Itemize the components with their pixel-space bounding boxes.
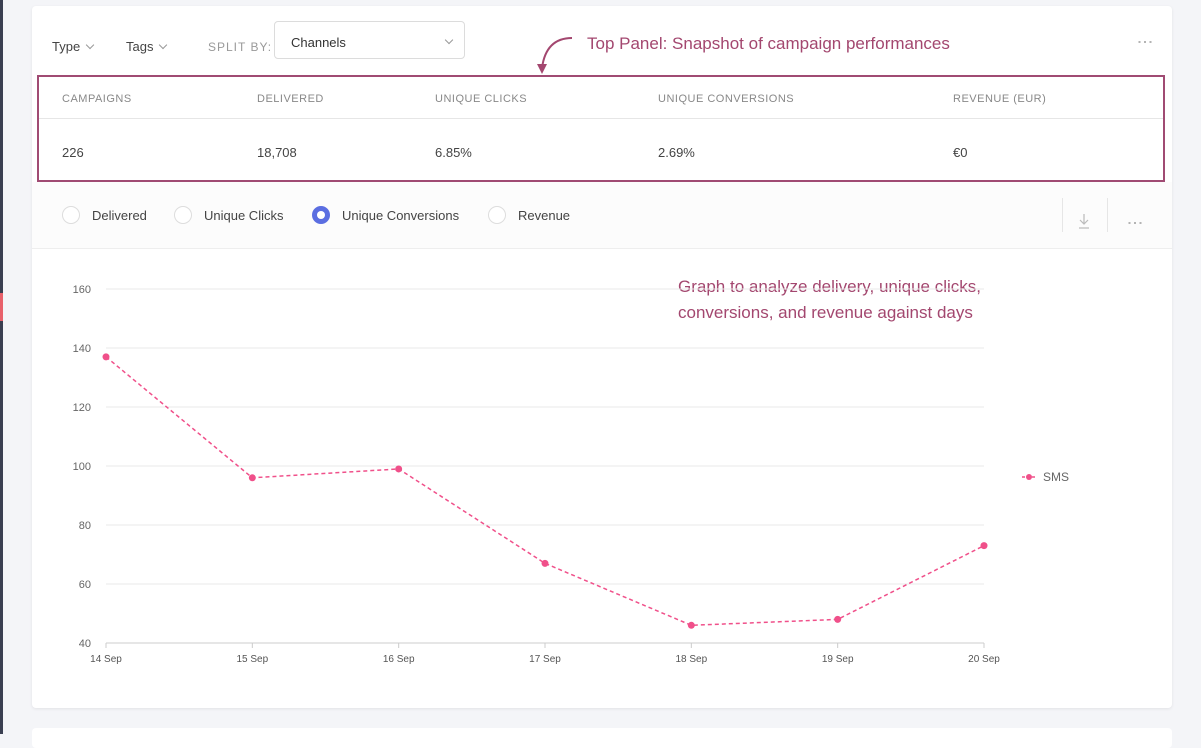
x-tick-label: 19 Sep <box>822 654 854 665</box>
next-card <box>32 728 1172 748</box>
graph-annotation-line2: conversions, and revenue against days <box>678 303 973 322</box>
radio-circle-selected <box>312 206 330 224</box>
radio-circle <box>488 206 506 224</box>
radio-label: Unique Conversions <box>342 207 460 223</box>
radio-unique-conversions[interactable]: Unique Conversions <box>312 206 459 224</box>
type-filter-label: Type <box>52 39 81 54</box>
sidebar-active-marker <box>0 293 3 321</box>
data-point <box>541 559 549 567</box>
campaign-performance-card: Type Tags SPLIT BY: Channels ⋮ Top Panel… <box>32 6 1172 708</box>
series-line-sms <box>105 356 985 627</box>
y-tick-label: 100 <box>73 461 91 473</box>
x-tick-label: 16 Sep <box>383 654 415 665</box>
annotation-arrow-icon <box>537 37 573 74</box>
download-icon[interactable] <box>1078 213 1090 229</box>
type-filter[interactable]: Type <box>52 39 95 54</box>
value-unique-clicks: 6.85% <box>435 145 472 160</box>
data-point <box>980 542 988 550</box>
data-point <box>395 465 403 473</box>
split-by-label: SPLIT BY: <box>208 40 273 54</box>
data-point <box>248 474 256 482</box>
header-revenue: REVENUE (EUR) <box>953 93 1047 105</box>
data-point <box>102 353 110 361</box>
value-revenue: €0 <box>953 145 968 160</box>
header-unique-clicks: UNIQUE CLICKS <box>435 93 528 105</box>
legend-label: SMS <box>1043 470 1069 484</box>
header-campaigns: CAMPAIGNS <box>62 93 132 105</box>
x-tick-label: 17 Sep <box>529 654 561 665</box>
value-delivered: 18,708 <box>257 145 297 160</box>
tags-filter[interactable]: Tags <box>126 39 168 54</box>
x-tick-label: 20 Sep <box>968 654 1000 665</box>
value-unique-conversions: 2.69% <box>658 145 695 160</box>
radio-label: Revenue <box>518 207 571 223</box>
radio-circle <box>62 206 80 224</box>
legend-marker <box>1026 474 1032 480</box>
y-tick-label: 40 <box>79 638 91 650</box>
radio-label: Unique Clicks <box>204 207 284 223</box>
value-campaigns: 226 <box>62 145 84 160</box>
data-point <box>834 615 842 623</box>
data-point <box>687 621 695 629</box>
y-tick-label: 80 <box>79 520 91 532</box>
radio-circle <box>174 206 192 224</box>
sidebar <box>0 0 3 734</box>
radio-unique-clicks[interactable]: Unique Clicks <box>174 206 283 224</box>
radio-label: Delivered <box>92 207 147 223</box>
header-delivered: DELIVERED <box>257 93 324 105</box>
x-tick-label: 18 Sep <box>675 654 707 665</box>
split-by-select[interactable]: Channels <box>274 21 465 59</box>
tags-filter-label: Tags <box>126 39 154 54</box>
split-by-value: Channels <box>291 35 346 50</box>
top-panel-annotation: Top Panel: Snapshot of campaign performa… <box>587 34 950 53</box>
header-unique-conversions: UNIQUE CONVERSIONS <box>658 93 795 105</box>
x-tick-label: 14 Sep <box>90 654 122 665</box>
line-chart: 40 60 80 100 120 140 160 14 Sep 15 Sep 16 Sep 17 S… <box>73 284 1069 665</box>
summary-panel: CAMPAIGNS DELIVERED UNIQUE CLICKS UNIQUE… <box>37 75 1165 182</box>
y-tick-label: 140 <box>73 343 91 355</box>
radio-delivered[interactable]: Delivered <box>62 206 147 224</box>
radio-revenue[interactable]: Revenue <box>488 206 570 224</box>
y-tick-label: 120 <box>73 402 91 414</box>
x-tick-label: 15 Sep <box>236 654 268 665</box>
metric-selector: Delivered Unique Clicks Unique Conversio… <box>32 182 1172 249</box>
y-tick-label: 60 <box>79 579 91 591</box>
graph-annotation: Graph to analyze delivery, unique clicks… <box>678 274 981 326</box>
y-tick-label: 160 <box>73 284 91 296</box>
graph-annotation-line1: Graph to analyze delivery, unique clicks… <box>678 277 982 296</box>
